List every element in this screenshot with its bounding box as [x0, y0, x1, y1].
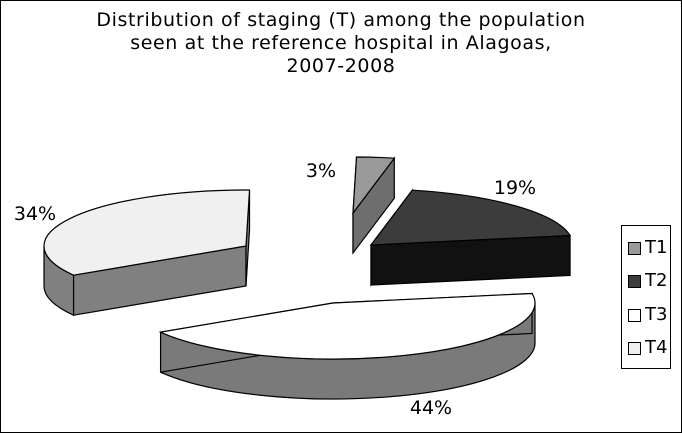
legend-swatch-t4 — [628, 341, 641, 355]
data-label-t3: 44% — [410, 397, 452, 419]
chart-title: Distribution of staging (T) among the po… — [1, 9, 681, 78]
pie-slice-top-t3 — [158, 292, 536, 360]
pie-slice-top-t2 — [369, 189, 572, 246]
pie-slice-top-t4 — [43, 189, 251, 276]
legend-swatch-t3 — [628, 308, 641, 322]
legend-swatch-t1 — [628, 241, 641, 255]
legend-label-t4: T4 — [645, 337, 668, 358]
legend-label-t2: T2 — [645, 270, 668, 291]
legend-item-t3: T3 — [628, 304, 667, 326]
pie-slice-t3 — [158, 292, 536, 400]
data-label-t2: 19% — [494, 177, 536, 199]
legend-item-t1: T1 — [628, 237, 667, 259]
pie-slice-top-t1 — [352, 156, 396, 215]
data-label-t4: 34% — [14, 203, 56, 225]
legend-item-t4: T4 — [628, 337, 667, 359]
legend-label-t1: T1 — [645, 237, 668, 258]
legend-item-t2: T2 — [628, 270, 667, 292]
chart-title-line-1: Distribution of staging (T) among the po… — [96, 9, 586, 31]
pie-slice-t1 — [352, 156, 396, 255]
legend-label-t3: T3 — [645, 304, 668, 325]
chart-title-line-2: seen at the reference hospital in Alagoa… — [130, 32, 552, 54]
chart-title-line-3: 2007-2008 — [286, 55, 396, 77]
pie-slice-t2 — [369, 188, 572, 287]
legend: T1 T2 T3 T4 — [621, 225, 671, 369]
data-label-t1: 3% — [306, 160, 336, 182]
legend-swatch-t2 — [628, 274, 641, 288]
pie-slice-t4 — [43, 189, 251, 317]
